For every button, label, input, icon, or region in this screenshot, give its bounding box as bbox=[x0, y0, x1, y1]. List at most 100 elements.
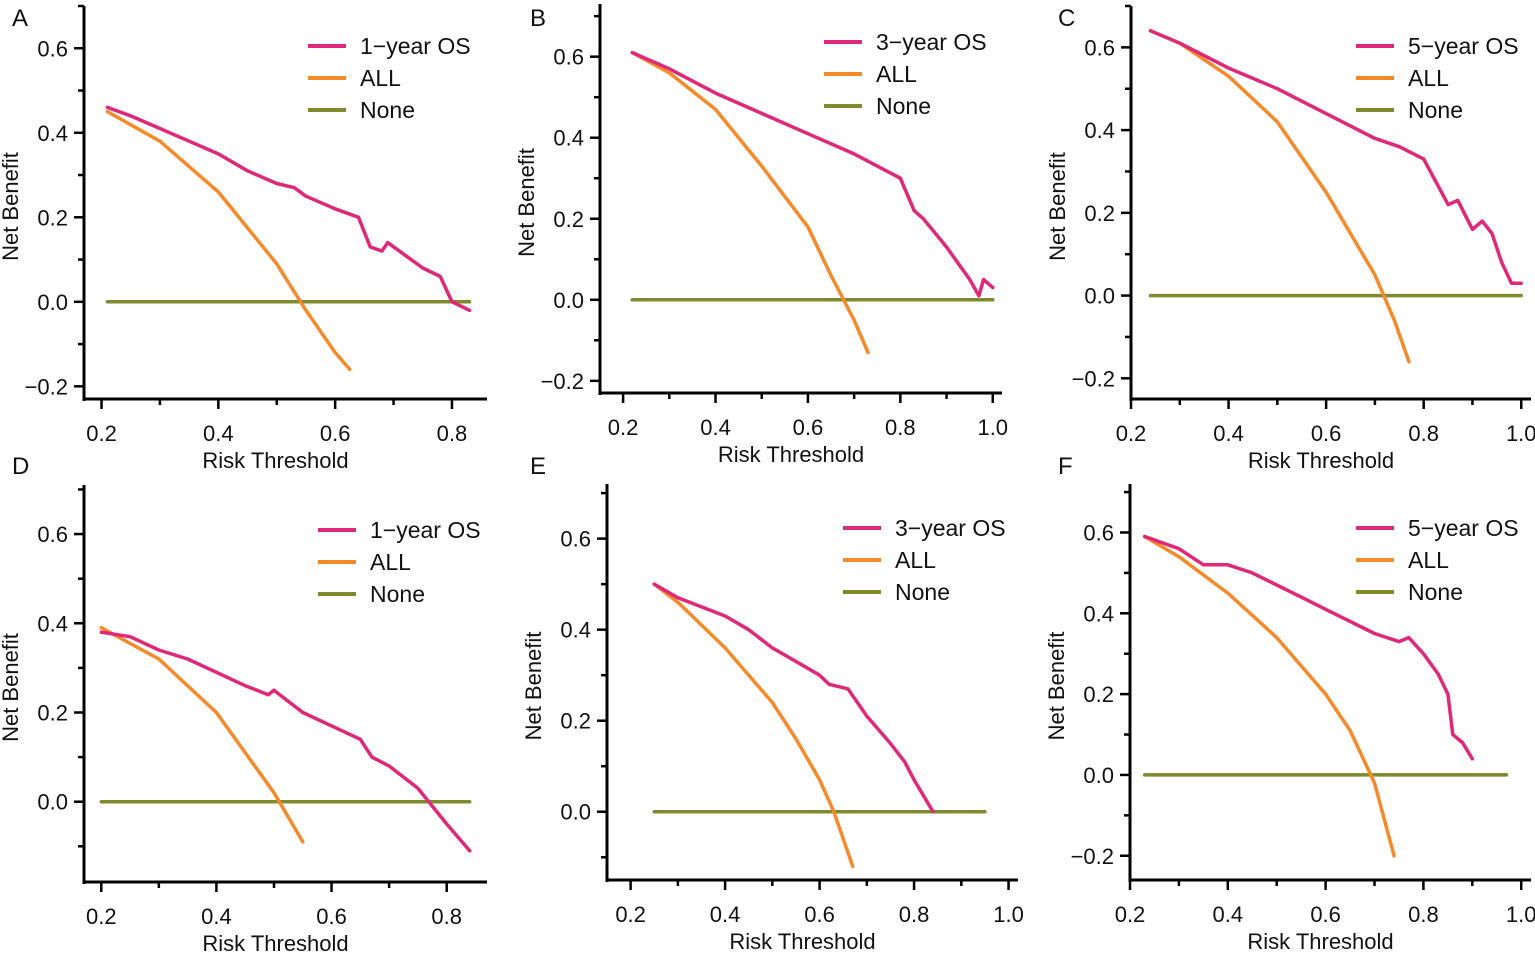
x-tick-label: 0.6 bbox=[316, 904, 347, 929]
y-tick-label: 0.0 bbox=[560, 800, 591, 825]
legend: 3−year OS ALL None bbox=[843, 515, 1006, 605]
series-line-all bbox=[1142, 534, 1396, 858]
x-tick-label: 0.8 bbox=[437, 421, 468, 446]
y-tick-label: 0.4 bbox=[553, 126, 584, 151]
y-tick-label: 0.6 bbox=[560, 527, 591, 552]
x-tick-label: 1.0 bbox=[977, 415, 1008, 440]
x-tick-label: 0.6 bbox=[320, 421, 351, 446]
panel-letter: F bbox=[1058, 453, 1073, 480]
y-axis-title: Net Benefit bbox=[1045, 152, 1070, 261]
series-line-model bbox=[652, 582, 935, 814]
legend-label: ALL bbox=[895, 547, 936, 573]
x-axis-title: Risk Threshold bbox=[729, 929, 875, 954]
panel-C: C −0.2 0.0 0.2 0.4 0.6 0.2 0.4 0.6 0.8 1.0 Risk Thr… bbox=[1045, 4, 1535, 473]
legend-label: 3−year OS bbox=[895, 515, 1006, 541]
x-axis-title: Risk Threshold bbox=[202, 448, 348, 473]
legend-label: None bbox=[876, 93, 931, 119]
legend-label: 5−year OS bbox=[1408, 515, 1519, 541]
x-tick-label: 0.2 bbox=[86, 904, 117, 929]
series-line-model bbox=[630, 50, 995, 298]
series-line-all bbox=[652, 582, 855, 869]
x-tick-label: 0.8 bbox=[885, 415, 916, 440]
series-line-all bbox=[99, 625, 305, 844]
y-tick-label: 0.4 bbox=[1083, 601, 1114, 626]
y-axis-title: Net Benefit bbox=[514, 148, 539, 257]
x-tick-label: 0.4 bbox=[1213, 421, 1244, 446]
legend: 5−year OS ALL None bbox=[1356, 33, 1519, 123]
y-tick-label: 0.6 bbox=[37, 522, 68, 547]
x-axis-title: Risk Threshold bbox=[1247, 929, 1393, 954]
y-axis-title: Net Benefit bbox=[0, 633, 23, 742]
y-tick-label: 0.2 bbox=[1084, 201, 1115, 226]
x-tick-label: 1.0 bbox=[1506, 421, 1535, 446]
legend-label: ALL bbox=[1408, 65, 1449, 91]
y-tick-label: 0.6 bbox=[37, 36, 68, 61]
panel-F: F −0.2 0.0 0.2 0.4 0.6 0.2 0.4 0.6 0.8 1.0 Risk Thr… bbox=[1044, 453, 1535, 954]
series-line-model bbox=[1148, 29, 1523, 285]
panel-letter: D bbox=[12, 453, 29, 480]
panel-letter: B bbox=[530, 5, 546, 32]
x-tick-label: 1.0 bbox=[1506, 902, 1535, 927]
legend: 3−year OS ALL None bbox=[824, 29, 987, 119]
x-tick-label: 0.4 bbox=[201, 904, 232, 929]
series-line-all bbox=[105, 109, 352, 372]
y-tick-label: 0.6 bbox=[553, 45, 584, 70]
x-tick-label: 0.6 bbox=[1311, 421, 1342, 446]
y-tick-label: 0.4 bbox=[37, 121, 68, 146]
x-tick-label: 0.6 bbox=[793, 415, 824, 440]
panel-A: A −0.2 0.0 0.2 0.4 0.6 0.2 0.4 0.6 0.8 Risk Thresh… bbox=[0, 4, 487, 473]
x-tick-label: 0.2 bbox=[86, 421, 117, 446]
y-axis-title: Net Benefit bbox=[1044, 632, 1069, 741]
y-tick-label: 0.2 bbox=[37, 700, 68, 725]
x-tick-label: 0.4 bbox=[1213, 902, 1244, 927]
legend-label: None bbox=[370, 581, 425, 607]
series-line-model bbox=[105, 105, 472, 313]
y-tick-label: 0.4 bbox=[560, 618, 591, 643]
panel-D: D 0.0 0.2 0.4 0.6 0.2 0.4 0.6 0.8 Risk Threshold N… bbox=[0, 453, 487, 955]
y-tick-label: 0.2 bbox=[553, 207, 584, 232]
y-tick-label: 0.4 bbox=[1084, 118, 1115, 143]
x-tick-label: 0.8 bbox=[431, 904, 462, 929]
legend-label: None bbox=[360, 97, 415, 123]
legend-label: 1−year OS bbox=[360, 33, 471, 59]
y-tick-label: 0.6 bbox=[1083, 520, 1114, 545]
y-tick-label: −0.2 bbox=[25, 374, 68, 399]
y-tick-label: −0.2 bbox=[541, 369, 584, 394]
panel-letter: E bbox=[530, 453, 546, 480]
legend: 1−year OS ALL None bbox=[308, 33, 471, 123]
series-line-model bbox=[1142, 534, 1475, 761]
x-tick-label: 1.0 bbox=[993, 902, 1024, 927]
series-line-model bbox=[99, 630, 472, 853]
x-tick-label: 0.4 bbox=[710, 902, 741, 927]
legend-label: ALL bbox=[876, 61, 917, 87]
y-tick-label: 0.0 bbox=[37, 290, 68, 315]
legend-label: ALL bbox=[370, 549, 411, 575]
y-tick-label: 0.0 bbox=[37, 790, 68, 815]
legend-label: 1−year OS bbox=[370, 517, 481, 543]
legend-label: None bbox=[1408, 579, 1463, 605]
series-line-all bbox=[630, 50, 870, 355]
panel-B: B −0.2 0.0 0.2 0.4 0.6 0.2 0.4 0.6 0.8 1.0 Risk Thr… bbox=[514, 4, 1008, 467]
x-tick-label: 0.6 bbox=[804, 902, 835, 927]
y-tick-label: 0.2 bbox=[37, 205, 68, 230]
x-tick-label: 0.8 bbox=[899, 902, 930, 927]
y-tick-label: 0.0 bbox=[1084, 284, 1115, 309]
x-axis-title: Risk Threshold bbox=[202, 931, 348, 955]
y-tick-label: 0.6 bbox=[1084, 35, 1115, 60]
panel-letter: A bbox=[12, 5, 28, 32]
x-tick-label: 0.8 bbox=[1408, 421, 1439, 446]
y-tick-label: 0.4 bbox=[37, 611, 68, 636]
x-tick-label: 0.2 bbox=[608, 415, 639, 440]
x-axis-title: Risk Threshold bbox=[1248, 448, 1394, 473]
y-tick-label: 0.0 bbox=[1083, 763, 1114, 788]
legend: 5−year OS ALL None bbox=[1356, 515, 1519, 605]
y-tick-label: −0.2 bbox=[1072, 366, 1115, 391]
legend-label: 3−year OS bbox=[876, 29, 987, 55]
panel-E: E 0.0 0.2 0.4 0.6 0.2 0.4 0.6 0.8 1.0 Risk Thresho… bbox=[521, 453, 1024, 954]
panel-letter: C bbox=[1058, 5, 1075, 32]
y-tick-label: 0.2 bbox=[560, 709, 591, 734]
legend-label: None bbox=[895, 579, 950, 605]
y-tick-label: 0.2 bbox=[1083, 682, 1114, 707]
legend-label: None bbox=[1408, 97, 1463, 123]
